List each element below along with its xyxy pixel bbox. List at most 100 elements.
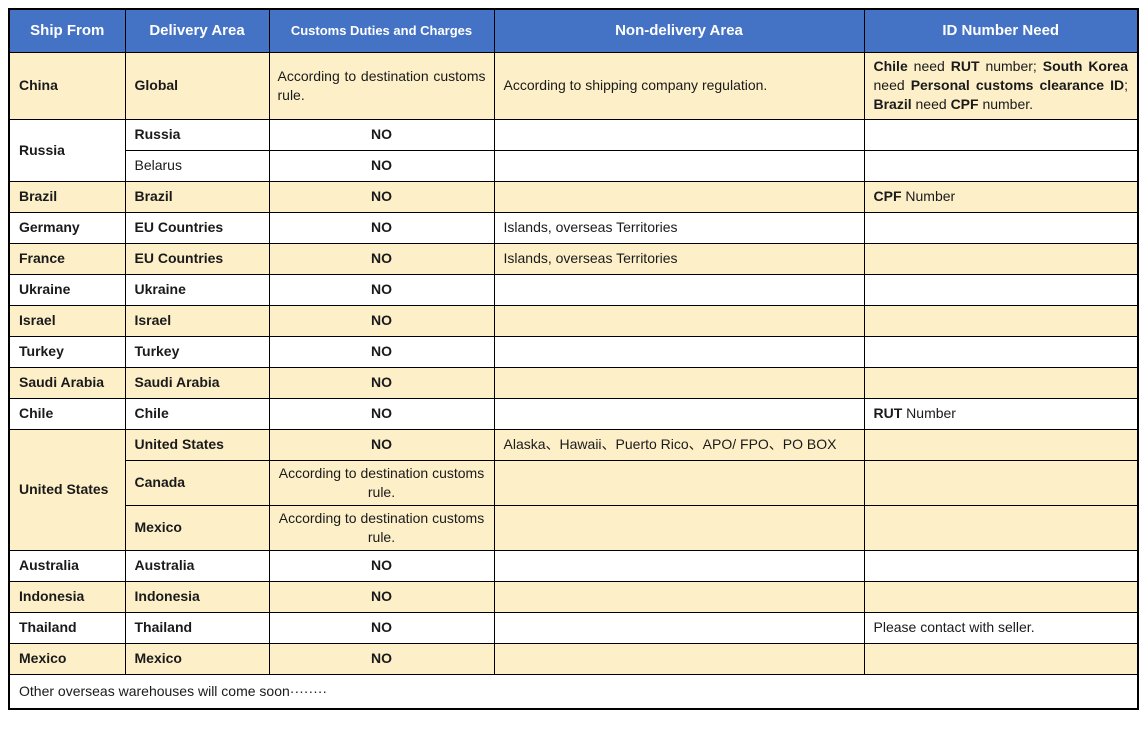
cell-non-delivery [493, 549, 865, 582]
cell-delivery-area: EU Countries [124, 242, 270, 275]
cell-id-number: CPF Number [863, 180, 1139, 213]
cell-delivery-area: Thailand [124, 611, 270, 644]
cell-non-delivery: Islands, overseas Territories [493, 242, 865, 275]
cell-ship-from: Chile [8, 397, 126, 430]
cell-id-number [863, 211, 1139, 244]
cell-non-delivery [493, 459, 865, 506]
cell-customs: NO [268, 180, 495, 213]
table-row: China Global According to destination cust… [8, 51, 1139, 120]
table-row: Mexico Mexico NO [8, 642, 1139, 675]
table-body: China Global According to destination cust… [8, 51, 1139, 710]
cell-id-number [863, 273, 1139, 306]
table-row: Ukraine Ukraine NO [8, 273, 1139, 306]
cell-non-delivery [493, 580, 865, 613]
cell-id-number: Please contact with seller. [863, 611, 1139, 644]
cell-ship-from: Russia [8, 118, 126, 182]
cell-ship-from: Israel [8, 304, 126, 337]
cell-delivery-area: Indonesia [124, 580, 270, 613]
cell-ship-from: Germany [8, 211, 126, 244]
cell-delivery-area: Belarus [124, 149, 270, 182]
table-row: Australia Australia NO [8, 549, 1139, 582]
header-ship-from: Ship From [8, 8, 126, 53]
cell-ship-from: Ukraine [8, 273, 126, 306]
header-id-number-need: ID Number Need [863, 8, 1139, 53]
cell-customs: According to destination customs rule. [268, 504, 495, 551]
table-row: Belarus NO [9, 149, 1139, 182]
table-row: United States United States NO Alaska、Hawai… [8, 428, 1139, 551]
table-row: France EU Countries NO Islands, overseas Te… [8, 242, 1139, 275]
header-non-delivery-area: Non-delivery Area [493, 8, 865, 53]
cell-delivery-area: Mexico [124, 642, 270, 675]
cell-customs: According to destination customs rule. [268, 459, 495, 506]
cell-non-delivery [493, 149, 865, 182]
cell-id-number [863, 428, 1139, 461]
table-row: Brazil Brazil NO CPF Number [8, 180, 1139, 213]
table-row: Thailand Thailand NO Please contact with se… [8, 611, 1139, 644]
cell-customs: NO [268, 611, 495, 644]
cell-customs: NO [268, 273, 495, 306]
cell-non-delivery: Islands, overseas Territories [493, 211, 865, 244]
cell-non-delivery [493, 304, 865, 337]
cell-ship-from: Indonesia [8, 580, 126, 613]
header-row: Ship From Delivery Area Customs Duties and… [8, 8, 1139, 53]
cell-customs: NO [268, 304, 495, 337]
cell-delivery-area: Saudi Arabia [124, 366, 270, 399]
cell-id-number [863, 335, 1139, 368]
cell-id-number: RUT Number [863, 397, 1139, 430]
table-header: Ship From Delivery Area Customs Duties and… [8, 8, 1139, 53]
cell-delivery-area: Turkey [124, 335, 270, 368]
cell-id-number [863, 366, 1139, 399]
cell-delivery-area: Israel [124, 304, 270, 337]
cell-non-delivery [493, 642, 865, 675]
header-delivery-area: Delivery Area [124, 8, 270, 53]
table-row: Canada According to destination customs r… [9, 459, 1139, 506]
cell-delivery-area: Ukraine [124, 273, 270, 306]
cell-delivery-area: Chile [124, 397, 270, 430]
table-row: Chile Chile NO RUT Number [8, 397, 1139, 430]
cell-non-delivery [493, 118, 865, 151]
header-customs-duties: Customs Duties and Charges [268, 8, 495, 53]
cell-delivery-area: Mexico [124, 504, 270, 551]
cell-non-delivery [493, 273, 865, 306]
table-row: Israel Israel NO [8, 304, 1139, 337]
table-row: Germany EU Countries NO Islands, overseas T… [8, 211, 1139, 244]
cell-customs: NO [268, 118, 495, 151]
cell-delivery-area: Russia [124, 118, 270, 151]
cell-non-delivery [493, 397, 865, 430]
cell-customs: NO [268, 149, 495, 182]
cell-id-number [863, 580, 1139, 613]
cell-delivery-area: Brazil [124, 180, 270, 213]
cell-ship-from: Saudi Arabia [8, 366, 126, 399]
cell-non-delivery: Alaska、Hawaii、Puerto Rico、APO/ FPO、PO BO… [493, 428, 865, 461]
table-row: Mexico According to destination customs r… [9, 504, 1139, 551]
cell-id-number: Chile need RUT number; South Korea need … [863, 51, 1139, 120]
cell-non-delivery [493, 366, 865, 399]
shipping-info-table: Ship From Delivery Area Customs Duties and… [8, 8, 1139, 710]
cell-ship-from: United States [8, 428, 126, 551]
cell-customs: NO [268, 580, 495, 613]
cell-customs: NO [268, 428, 495, 461]
table-row: Turkey Turkey NO [8, 335, 1139, 368]
cell-customs: NO [268, 549, 495, 582]
cell-non-delivery [493, 611, 865, 644]
table-row: Indonesia Indonesia NO [8, 580, 1139, 613]
cell-ship-from: China [8, 51, 126, 120]
cell-delivery-area: Canada [124, 459, 270, 506]
cell-customs: NO [268, 242, 495, 275]
cell-non-delivery [493, 335, 865, 368]
cell-note: Other overseas warehouses will come soon… [8, 673, 1139, 710]
cell-ship-from: Turkey [8, 335, 126, 368]
cell-ship-from: Mexico [8, 642, 126, 675]
cell-id-number [863, 504, 1139, 551]
cell-delivery-area: EU Countries [124, 211, 270, 244]
table-row: Other overseas warehouses will come soon… [8, 673, 1139, 710]
cell-id-number [863, 642, 1139, 675]
cell-customs: NO [268, 335, 495, 368]
cell-delivery-area: Global [124, 51, 270, 120]
cell-ship-from: Australia [8, 549, 126, 582]
cell-customs: NO [268, 366, 495, 399]
cell-customs: NO [268, 211, 495, 244]
cell-ship-from: France [8, 242, 126, 275]
table-row: Russia Russia NO [8, 118, 1139, 182]
